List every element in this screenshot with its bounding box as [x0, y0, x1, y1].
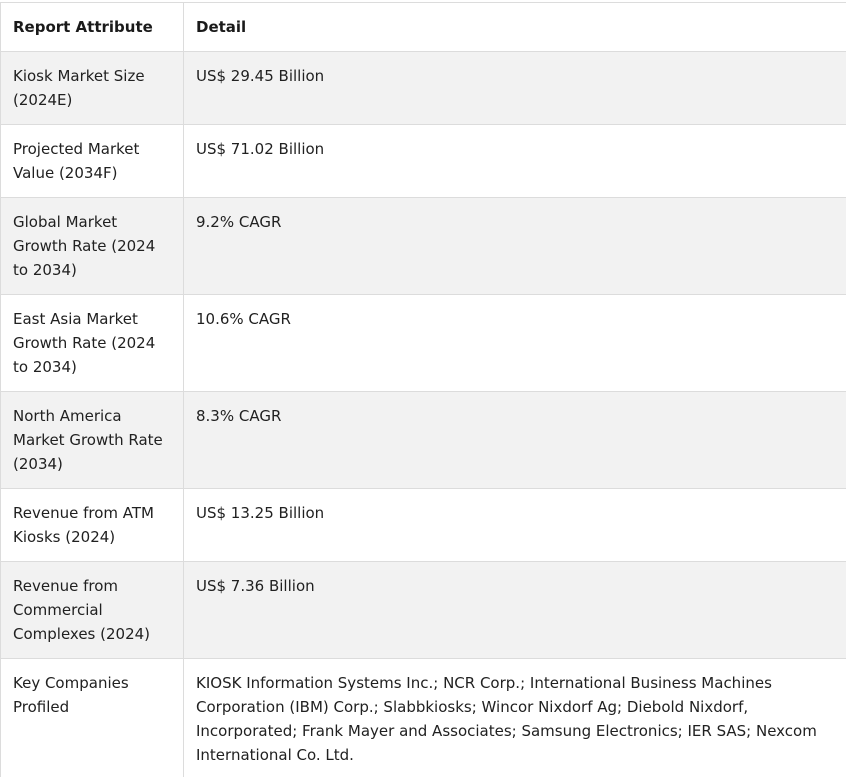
detail-cell: US$ 13.25 Billion — [184, 489, 846, 562]
detail-cell: 10.6% CAGR — [184, 295, 846, 392]
attribute-cell: Global Market Growth Rate (2024 to 2034) — [1, 198, 184, 295]
table-row: East Asia Market Growth Rate (2024 to 20… — [1, 295, 846, 392]
detail-cell: US$ 7.36 Billion — [184, 562, 846, 659]
table-row: Revenue from Commercial Complexes (2024)… — [1, 562, 846, 659]
table-row: Kiosk Market Size (2024E) US$ 29.45 Bill… — [1, 52, 846, 125]
header-detail: Detail — [184, 3, 846, 52]
attribute-cell: Revenue from Commercial Complexes (2024) — [1, 562, 184, 659]
attribute-cell: Projected Market Value (2034F) — [1, 125, 184, 198]
detail-cell: 8.3% CAGR — [184, 392, 846, 489]
detail-cell: US$ 71.02 Billion — [184, 125, 846, 198]
table-row: Key Companies Profiled KIOSK Information… — [1, 659, 846, 777]
detail-cell: US$ 29.45 Billion — [184, 52, 846, 125]
table-row: Global Market Growth Rate (2024 to 2034)… — [1, 198, 846, 295]
table-row: Revenue from ATM Kiosks (2024) US$ 13.25… — [1, 489, 846, 562]
detail-cell: 9.2% CAGR — [184, 198, 846, 295]
header-report-attribute: Report Attribute — [1, 3, 184, 52]
attribute-cell: Kiosk Market Size (2024E) — [1, 52, 184, 125]
attribute-cell: North America Market Growth Rate (2034) — [1, 392, 184, 489]
table-row: North America Market Growth Rate (2034) … — [1, 392, 846, 489]
detail-cell: KIOSK Information Systems Inc.; NCR Corp… — [184, 659, 846, 777]
attribute-cell: Key Companies Profiled — [1, 659, 184, 777]
table-row: Projected Market Value (2034F) US$ 71.02… — [1, 125, 846, 198]
table-header-row: Report Attribute Detail — [1, 3, 846, 52]
attribute-cell: Revenue from ATM Kiosks (2024) — [1, 489, 184, 562]
attribute-cell: East Asia Market Growth Rate (2024 to 20… — [1, 295, 184, 392]
